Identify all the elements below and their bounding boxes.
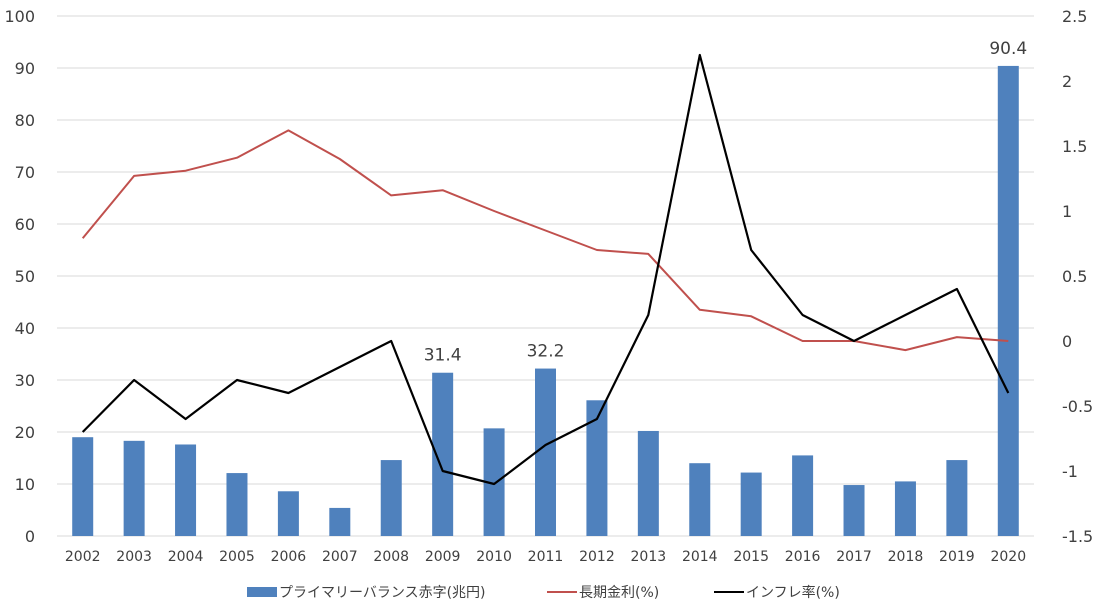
- x-tick-label: 2018: [888, 549, 924, 565]
- bar-2006: [277, 491, 299, 536]
- right-tick-label: 2.5: [1062, 7, 1087, 26]
- bar-2019: [946, 460, 968, 536]
- right-tick-label: -0.5: [1062, 397, 1093, 416]
- x-tick-label: 2002: [65, 549, 101, 565]
- bar-2014: [689, 463, 711, 536]
- left-tick-label: 30: [15, 371, 35, 390]
- bar-2016: [792, 455, 814, 536]
- right-tick-label: 0.5: [1062, 267, 1087, 286]
- legend-label: 長期金利(%): [579, 585, 659, 601]
- left-tick-label: 50: [15, 267, 35, 286]
- x-tick-label: 2004: [168, 549, 204, 565]
- left-tick-label: 100: [4, 7, 35, 26]
- x-tick-label: 2010: [476, 549, 512, 565]
- legend-label: プライマリーバランス赤字(兆円): [279, 585, 486, 601]
- bar-2020: [997, 65, 1019, 537]
- left-tick-label: 70: [15, 163, 35, 182]
- legend: プライマリーバランス赤字(兆円) 長期金利(%) インフレ率(%): [247, 584, 840, 601]
- bar-2017: [843, 485, 865, 536]
- left-tick-label: 10: [15, 475, 35, 494]
- bar-2007: [329, 507, 351, 536]
- right-tick-label: -1: [1062, 462, 1078, 481]
- line-series: [81, 53, 1010, 486]
- x-axis: 2002 2003 2004 2005 2006 2007 2008 2009 2010 2011…: [65, 549, 1026, 565]
- legend-label: インフレ率(%): [746, 584, 840, 601]
- line-series-2: [81, 53, 1010, 486]
- x-tick-label: 2008: [373, 549, 409, 565]
- left-tick-label: 90: [15, 59, 35, 78]
- bar-2002: [72, 437, 94, 536]
- bar-2011: [535, 368, 556, 536]
- x-tick-label: 2011: [528, 549, 564, 565]
- x-tick-label: 2019: [939, 549, 975, 565]
- right-tick-label: 1.5: [1062, 137, 1087, 156]
- right-tick-label: 0: [1062, 332, 1072, 351]
- data-labels: 31.4 32.2 90.4: [424, 39, 1027, 366]
- x-tick-label: 2016: [785, 549, 821, 565]
- x-tick-label: 2007: [322, 549, 358, 565]
- left-axis: 0 10 20 30 40 50 60 70 80 90 100: [4, 7, 35, 546]
- left-tick-label: 0: [25, 527, 35, 546]
- x-tick-label: 2005: [219, 549, 255, 565]
- bar-2013: [637, 430, 659, 536]
- x-tick-label: 2014: [682, 549, 718, 565]
- left-tick-label: 40: [15, 319, 35, 338]
- line-series-1: [81, 129, 1009, 352]
- x-tick-label: 2006: [271, 549, 307, 565]
- bar-2005: [226, 473, 248, 536]
- bar-2008: [380, 460, 402, 536]
- right-axis: -1.5 -1 -0.5 0 0.5 1 1.5 2 2.5: [1062, 7, 1093, 546]
- right-tick-label: 2: [1062, 72, 1072, 91]
- legend-swatch-bar: [247, 587, 277, 597]
- left-tick-label: 20: [15, 423, 35, 442]
- bar-2015: [740, 472, 762, 536]
- left-tick-label: 60: [15, 215, 35, 234]
- left-tick-label: 80: [15, 111, 35, 130]
- bar-2009: [432, 372, 454, 536]
- bar-2004: [175, 444, 197, 536]
- x-tick-label: 2012: [579, 549, 615, 565]
- bar-2012: [586, 400, 608, 536]
- bar-2010: [483, 428, 505, 536]
- x-tick-label: 2009: [425, 549, 461, 565]
- data-label: 31.4: [424, 346, 462, 366]
- x-tick-label: 2017: [836, 549, 872, 565]
- data-label: 90.4: [989, 39, 1027, 59]
- x-tick-label: 2020: [990, 549, 1026, 565]
- gridlines: [57, 15, 1034, 537]
- bar-2018: [894, 481, 916, 536]
- x-tick-label: 2015: [733, 549, 769, 565]
- data-label: 32.2: [527, 342, 565, 362]
- bar-2003: [123, 440, 145, 536]
- x-tick-label: 2013: [631, 549, 667, 565]
- right-tick-label: -1.5: [1062, 527, 1093, 546]
- x-tick-label: 2003: [116, 549, 152, 565]
- right-tick-label: 1: [1062, 202, 1072, 221]
- bar-series: [72, 65, 1019, 537]
